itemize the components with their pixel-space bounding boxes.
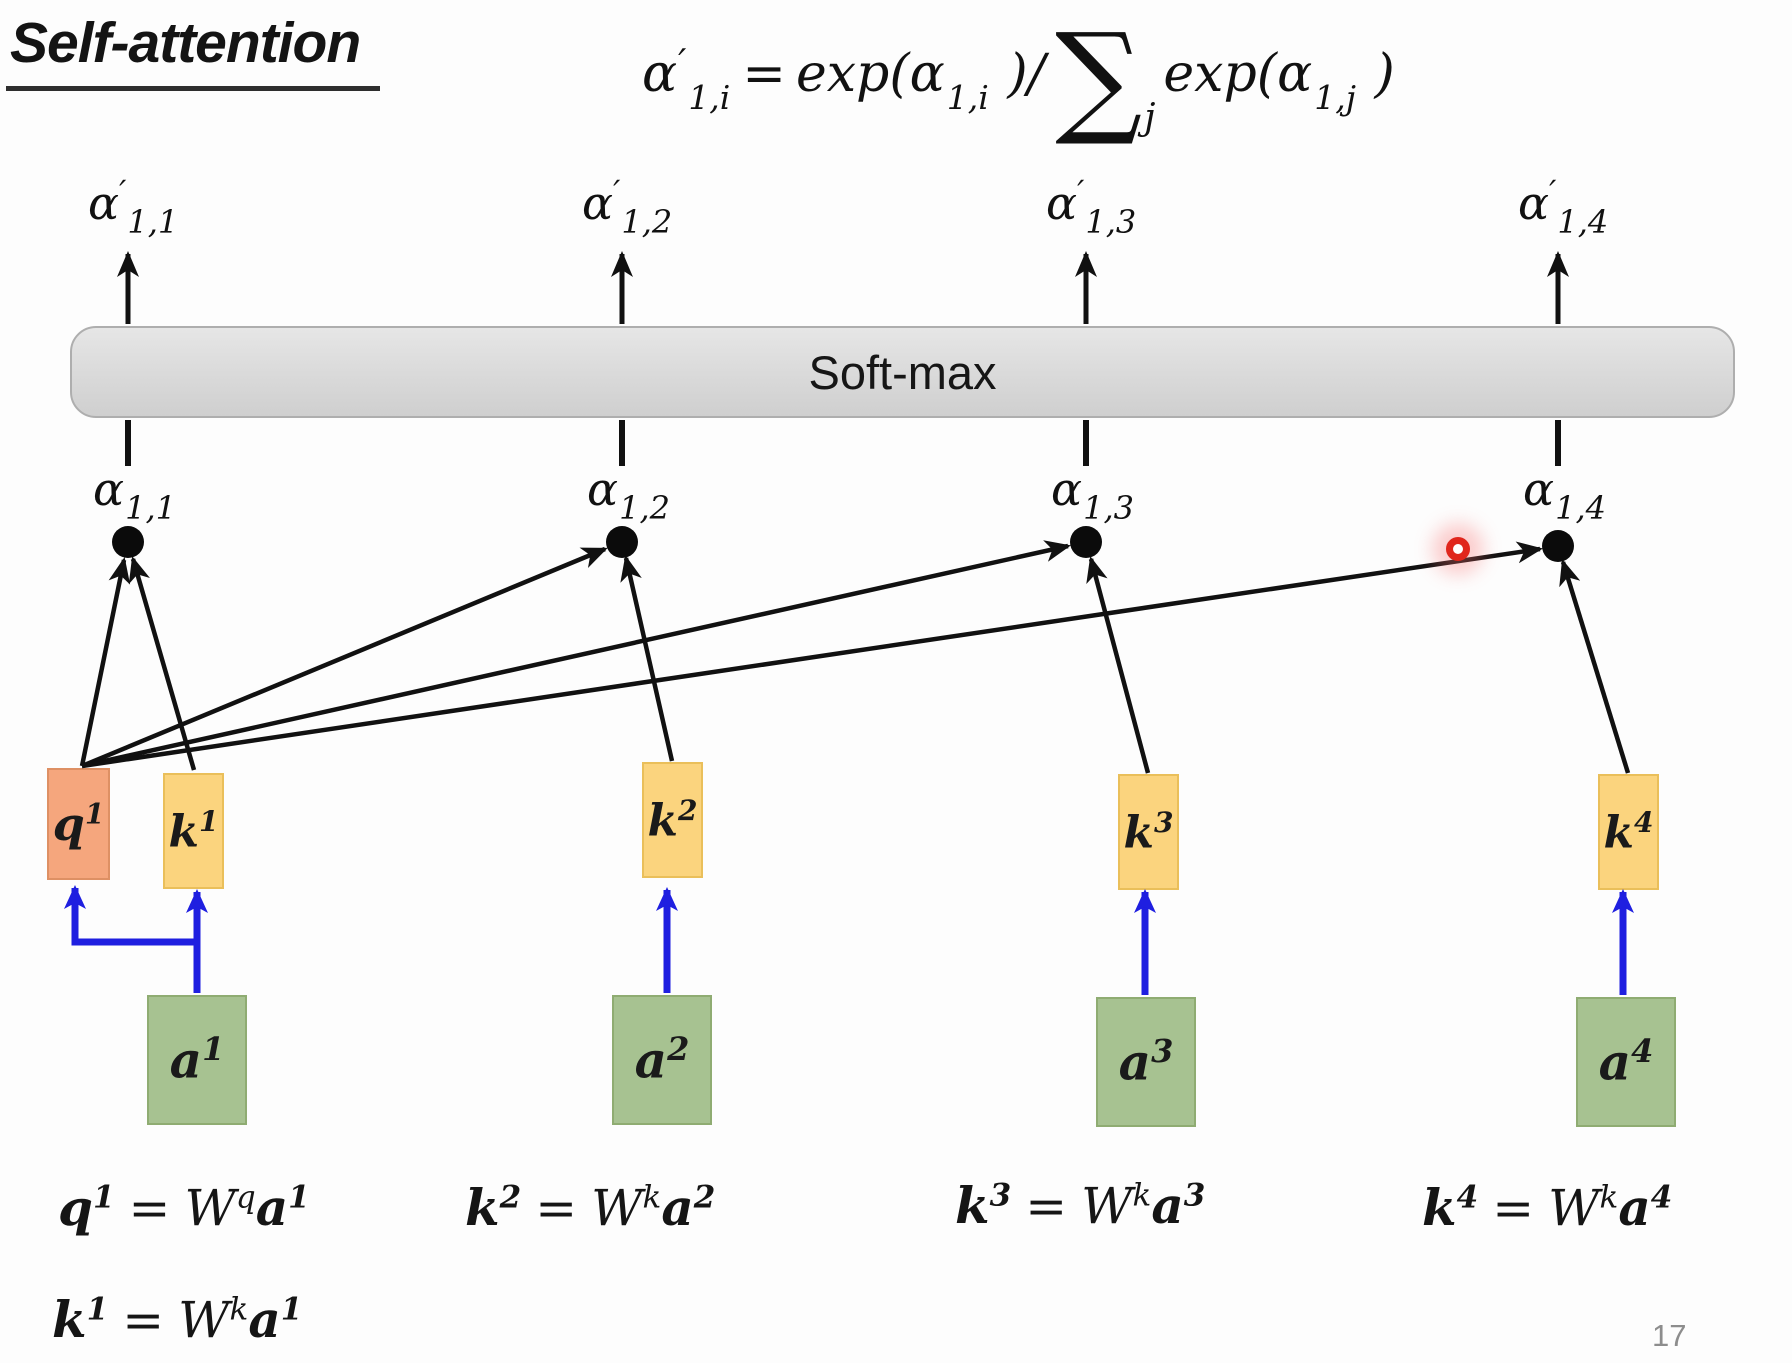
sigma-icon: ∑	[1055, 7, 1143, 149]
formula-equals: =	[742, 44, 786, 104]
k1-box: k1	[163, 773, 224, 889]
softmax-formula: α′1,i = exp(α1,i )/ ∑ j exp(α1,j )	[642, 4, 1395, 144]
alpha-prime-label-1: α′1,1	[88, 173, 179, 241]
attention-score-dots	[112, 526, 1574, 562]
input-projection-arrows	[64, 885, 1634, 995]
sigma-index: j	[1144, 97, 1156, 138]
k3-box-label: k3	[1123, 805, 1174, 859]
formula-numerator: exp(α1,i )/	[795, 44, 1046, 117]
k4-box-label: k4	[1603, 805, 1654, 859]
a1-box-label: a1	[169, 1030, 225, 1090]
k1-box-label: k1	[168, 804, 219, 858]
key-attention-arrows	[128, 555, 1631, 774]
softmax-output-arrows	[117, 251, 1569, 324]
laser-pointer-dot	[1446, 537, 1470, 561]
softmax-bar: Soft-max	[70, 326, 1735, 418]
alpha-label-2: α1,2	[587, 462, 670, 527]
alpha-prime-label-3: α′1,3	[1046, 173, 1137, 241]
a3-box-label: a3	[1118, 1032, 1174, 1092]
alpha-prime-label-2: α′1,2	[582, 173, 673, 241]
alpha-label-4: α1,4	[1523, 462, 1606, 527]
k3-box: k3	[1118, 774, 1179, 890]
equation-k2: k2 = Wka2	[465, 1178, 716, 1237]
alpha-label-3: α1,3	[1051, 462, 1134, 527]
softmax-input-stubs	[125, 420, 1561, 466]
formula-denominator: exp(α1,j )	[1163, 44, 1395, 117]
equation-k4: k4 = Wka4	[1422, 1178, 1673, 1237]
k2-box: k2	[642, 762, 703, 878]
a4-box-label: a4	[1598, 1032, 1654, 1092]
q1-box: q1	[47, 768, 110, 880]
a2-box: a2	[612, 995, 712, 1125]
softmax-label: Soft-max	[808, 345, 997, 399]
equation-k1: k1 = Wka1	[52, 1290, 303, 1349]
a2-box-label: a2	[634, 1030, 690, 1090]
alpha-label-1: α1,1	[93, 462, 176, 527]
a3-box: a3	[1096, 997, 1196, 1127]
k4-box: k4	[1598, 774, 1659, 890]
page-number: 17	[1652, 1318, 1687, 1353]
equation-k3: k3 = Wka3	[955, 1176, 1206, 1235]
k2-box-label: k2	[647, 793, 698, 847]
formula-lhs: α′1,i	[642, 43, 731, 117]
query-attention-arrows	[79, 540, 1543, 769]
equation-q1: q1 = Wqa1	[58, 1178, 310, 1237]
page-title: Self-attention	[6, 10, 381, 91]
q1-box-label: q1	[52, 797, 105, 851]
a1-box: a1	[147, 995, 247, 1125]
alpha-prime-label-4: α′1,4	[1518, 173, 1609, 241]
a4-box: a4	[1576, 997, 1676, 1127]
